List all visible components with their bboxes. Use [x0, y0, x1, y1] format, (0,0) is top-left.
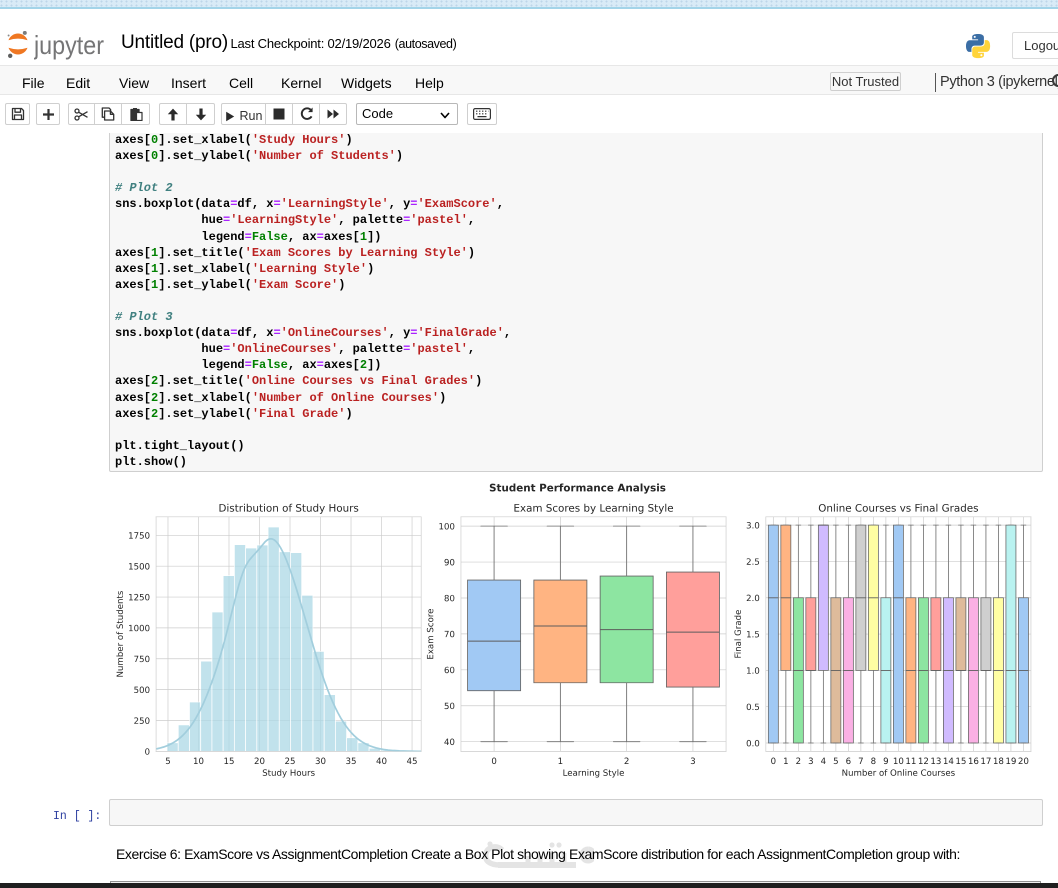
svg-text:jupyter: jupyter: [34, 30, 104, 60]
